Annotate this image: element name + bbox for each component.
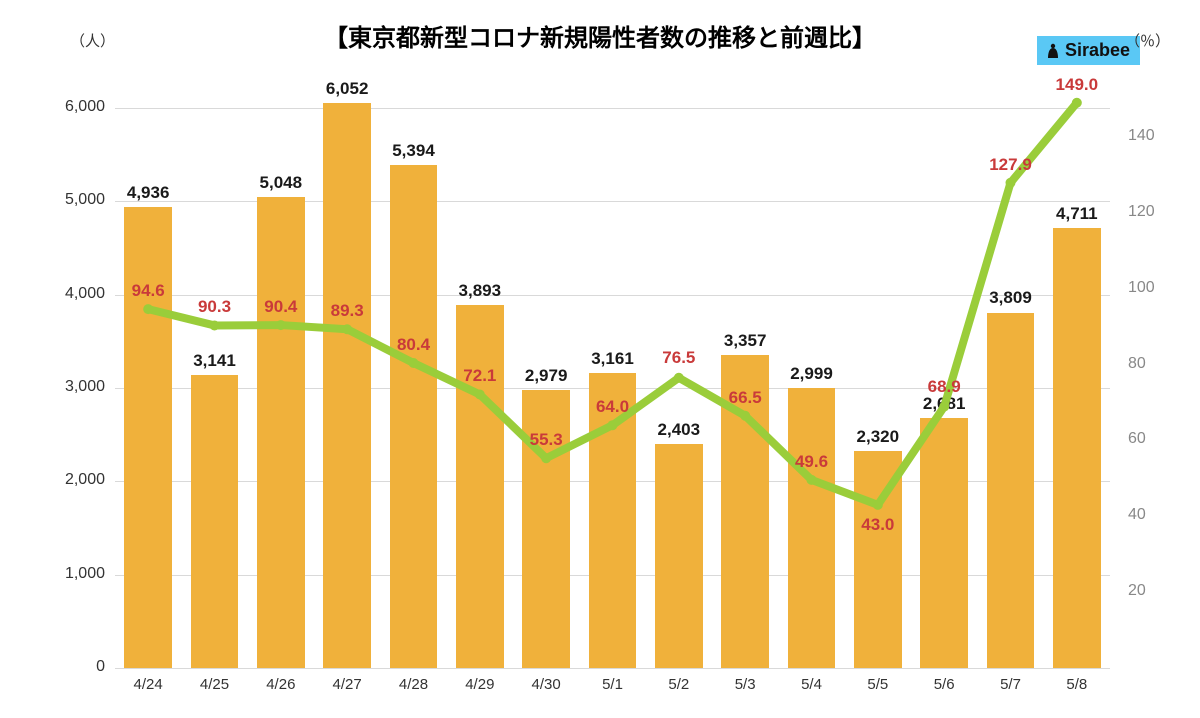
y-tick-left: 0: [45, 658, 105, 676]
y-tick-left: 5,000: [45, 191, 105, 209]
line-value-label: 90.3: [198, 297, 231, 317]
plot-area: 4,9363,1415,0486,0525,3943,8932,9793,161…: [115, 80, 1110, 668]
y-tick-left: 4,000: [45, 285, 105, 303]
line-value-label: 89.3: [331, 301, 364, 321]
y-tick-left: 6,000: [45, 98, 105, 116]
x-tick: 4/24: [118, 676, 178, 693]
line-series: [115, 80, 1110, 668]
line-value-label: 49.6: [795, 452, 828, 472]
y-tick-right: 140: [1128, 127, 1178, 145]
line-value-label: 90.4: [264, 297, 297, 317]
line-value-label: 72.1: [463, 366, 496, 386]
line-value-label: 66.5: [729, 388, 762, 408]
x-tick: 5/7: [981, 676, 1041, 693]
x-tick: 4/29: [450, 676, 510, 693]
y-tick-right: 120: [1128, 203, 1178, 221]
x-tick: 5/6: [914, 676, 974, 693]
line-value-label: 94.6: [132, 281, 165, 301]
x-tick: 4/26: [251, 676, 311, 693]
line-value-label: 76.5: [662, 348, 695, 368]
y-tick-right: 40: [1128, 506, 1178, 524]
x-tick: 4/25: [185, 676, 245, 693]
y-axis-right-unit: （％）: [1125, 30, 1170, 51]
sirabee-icon: [1045, 43, 1061, 59]
y-axis-left-unit: （人）: [70, 30, 115, 51]
line-value-label: 80.4: [397, 335, 430, 355]
gridline: [115, 668, 1110, 669]
line-value-label: 55.3: [530, 430, 563, 450]
y-tick-right: 60: [1128, 430, 1178, 448]
y-tick-right: 100: [1128, 279, 1178, 297]
x-tick: 5/2: [649, 676, 709, 693]
x-tick: 4/27: [317, 676, 377, 693]
line-value-label: 64.0: [596, 397, 629, 417]
x-tick: 5/4: [782, 676, 842, 693]
y-tick-right: 20: [1128, 582, 1178, 600]
source-badge-text: Sirabee: [1065, 40, 1130, 61]
y-tick-left: 1,000: [45, 565, 105, 583]
x-tick: 4/30: [516, 676, 576, 693]
y-tick-right: 80: [1128, 355, 1178, 373]
x-tick: 5/1: [583, 676, 643, 693]
line-value-label: 68.9: [928, 377, 961, 397]
y-tick-left: 3,000: [45, 378, 105, 396]
line-value-label: 43.0: [861, 515, 894, 535]
x-tick: 5/8: [1047, 676, 1107, 693]
y-tick-left: 2,000: [45, 471, 105, 489]
x-tick: 5/3: [715, 676, 775, 693]
line-value-label: 127.9: [989, 155, 1032, 175]
line-value-label: 149.0: [1056, 75, 1099, 95]
x-tick: 4/28: [384, 676, 444, 693]
x-tick: 5/5: [848, 676, 908, 693]
chart-title: 【東京都新型コロナ新規陽性者数の推移と前週比】: [0, 18, 1200, 53]
